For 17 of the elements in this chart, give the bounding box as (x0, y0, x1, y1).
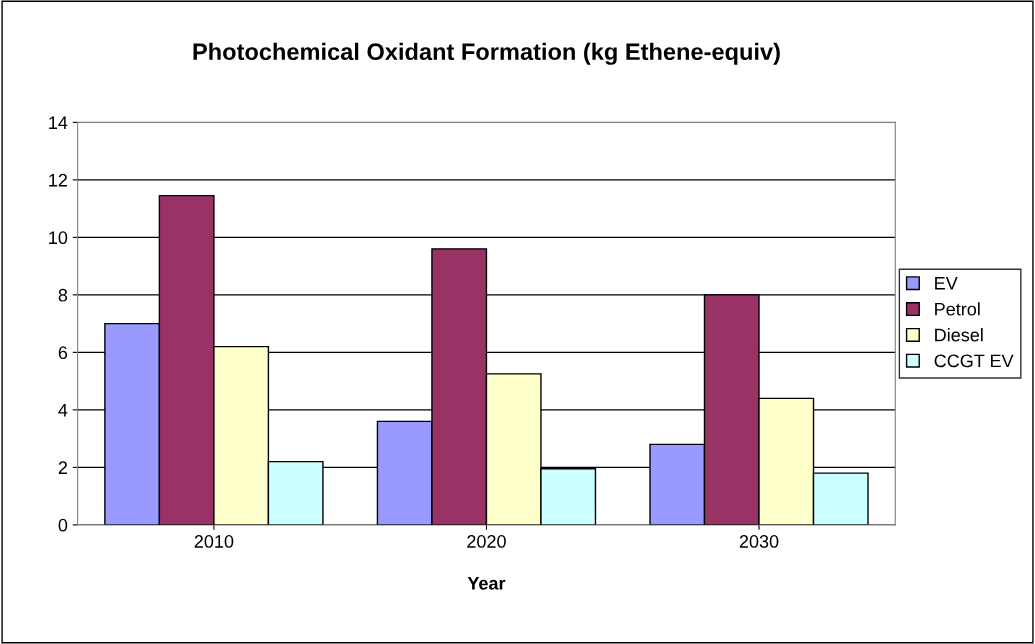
y-tick-label: 4 (58, 403, 68, 417)
legend-label: EV (935, 277, 958, 290)
y-tick-label: 6 (58, 346, 68, 360)
y-tick-label: 0 (58, 518, 68, 532)
legend-label: Diesel (935, 328, 983, 342)
x-tick-label: 2020 (467, 535, 506, 548)
chart-title: Photochemical Oxidant Formation (kg Ethene-equiv) (193, 42, 780, 65)
legend-label: Petrol (935, 302, 980, 316)
y-tick-label: 10 (49, 231, 68, 245)
y-tick-label: 2 (58, 461, 67, 474)
legend-label: CCGT EV (934, 354, 1014, 368)
x-tick-label: 2010 (194, 535, 234, 548)
y-tick-label: 14 (49, 116, 68, 129)
x-axis-title: Year (467, 577, 506, 590)
y-tick-label: 12 (49, 173, 67, 187)
y-tick-label: 8 (58, 288, 68, 302)
x-tick-label: 2030 (739, 535, 779, 548)
